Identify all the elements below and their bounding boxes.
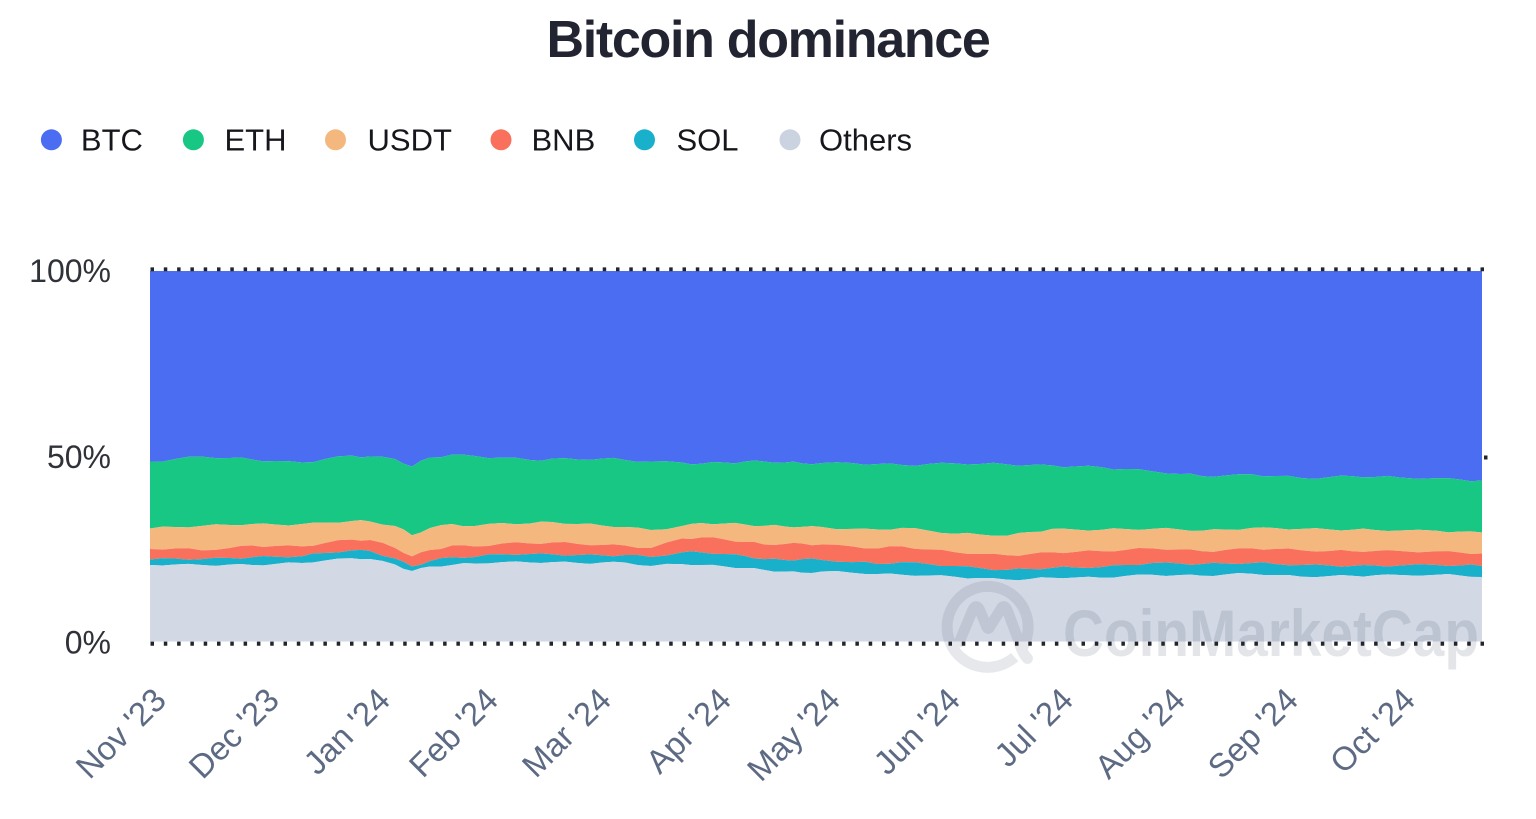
svg-text:ETH: ETH bbox=[225, 122, 287, 157]
svg-text:CoinMarketCap: CoinMarketCap bbox=[1063, 596, 1479, 670]
svg-text:SOL: SOL bbox=[677, 122, 739, 157]
svg-text:BNB: BNB bbox=[532, 122, 596, 157]
svg-text:Others: Others bbox=[819, 122, 912, 157]
svg-text:0%: 0% bbox=[65, 624, 111, 660]
svg-text:BTC: BTC bbox=[81, 122, 143, 157]
svg-text:50%: 50% bbox=[47, 439, 111, 475]
svg-text:Bitcoin dominance: Bitcoin dominance bbox=[546, 11, 989, 69]
svg-text:USDT: USDT bbox=[368, 122, 452, 157]
svg-text:100%: 100% bbox=[29, 253, 111, 289]
